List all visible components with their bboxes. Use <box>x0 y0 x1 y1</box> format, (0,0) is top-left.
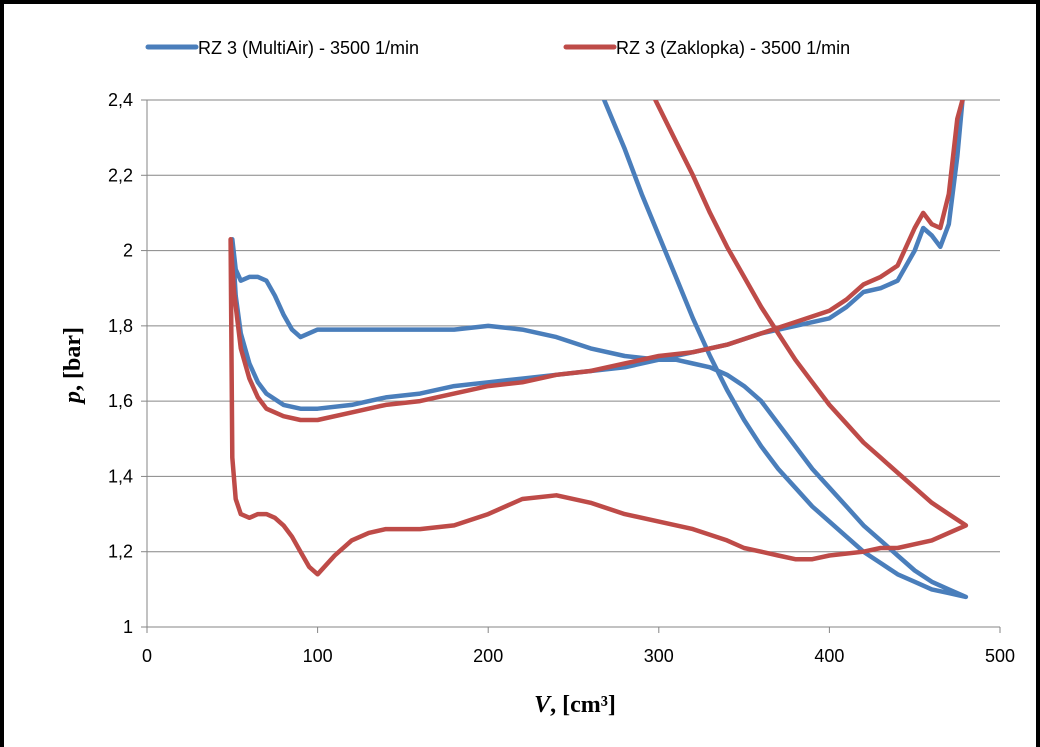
y-tick-label: 1,8 <box>108 316 133 336</box>
x-tick-label: 100 <box>303 646 333 666</box>
x-tick-label: 400 <box>814 646 844 666</box>
y-tick-label: 1,4 <box>108 466 133 486</box>
axes <box>146 100 1001 633</box>
series-lines <box>228 100 969 600</box>
legend-label-zaklopka: RZ 3 (Zaklopka) - 3500 1/min <box>616 38 850 58</box>
legend-label-multiair: RZ 3 (MultiAir) - 3500 1/min <box>198 38 419 58</box>
y-tick-label: 2,2 <box>108 165 133 185</box>
y-tick-label: 1,2 <box>108 542 133 562</box>
x-tick-label: 500 <box>985 646 1015 666</box>
gridlines <box>141 99 1000 628</box>
x-tick-label: 200 <box>473 646 503 666</box>
y-tick-label: 1 <box>123 617 133 637</box>
right-border <box>1036 0 1040 747</box>
y-tick-label: 2 <box>123 241 133 261</box>
legend: RZ 3 (MultiAir) - 3500 1/min RZ 3 (Zaklo… <box>145 38 850 58</box>
x-tick-label: 0 <box>142 646 152 666</box>
x-tick-label: 300 <box>644 646 674 666</box>
x-axis-title: V, [cm³] <box>534 692 616 718</box>
left-border <box>0 0 4 747</box>
y-tick-labels: 1 1,2 1,4 1,6 1,8 2 2,2 2,4 <box>108 90 133 637</box>
y-tick-label: 1,6 <box>108 391 133 411</box>
y-axis-title: p, [bar] <box>60 327 86 405</box>
y-tick-label: 2,4 <box>108 90 133 110</box>
top-border <box>0 0 1040 4</box>
x-tick-labels: 0 100 200 300 400 500 <box>142 646 1015 666</box>
series-line-0 <box>230 100 969 600</box>
series-line-1 <box>228 100 969 577</box>
